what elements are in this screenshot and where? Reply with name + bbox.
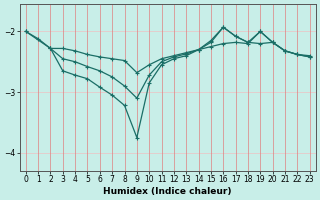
X-axis label: Humidex (Indice chaleur): Humidex (Indice chaleur) (103, 187, 232, 196)
